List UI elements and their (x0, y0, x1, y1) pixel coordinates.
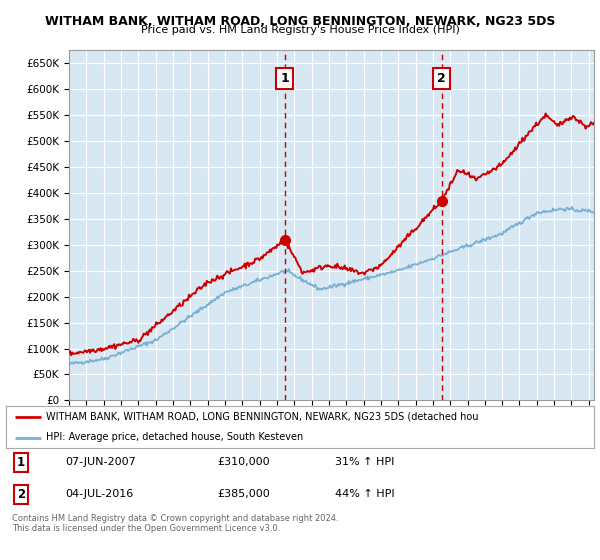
Text: 04-JUL-2016: 04-JUL-2016 (65, 489, 133, 500)
Text: WITHAM BANK, WITHAM ROAD, LONG BENNINGTON, NEWARK, NG23 5DS (detached hou: WITHAM BANK, WITHAM ROAD, LONG BENNINGTO… (46, 412, 478, 422)
Text: £310,000: £310,000 (218, 457, 271, 467)
Text: 2: 2 (437, 72, 446, 85)
Text: 1: 1 (17, 456, 25, 469)
Text: 07-JUN-2007: 07-JUN-2007 (65, 457, 136, 467)
Text: HPI: Average price, detached house, South Kesteven: HPI: Average price, detached house, Sout… (46, 432, 303, 442)
Text: 2: 2 (17, 488, 25, 501)
Text: WITHAM BANK, WITHAM ROAD, LONG BENNINGTON, NEWARK, NG23 5DS: WITHAM BANK, WITHAM ROAD, LONG BENNINGTO… (45, 15, 555, 28)
Text: 44% ↑ HPI: 44% ↑ HPI (335, 489, 395, 500)
Text: £385,000: £385,000 (218, 489, 271, 500)
Text: 1: 1 (280, 72, 289, 85)
Text: Price paid vs. HM Land Registry's House Price Index (HPI): Price paid vs. HM Land Registry's House … (140, 25, 460, 35)
Text: Contains HM Land Registry data © Crown copyright and database right 2024.
This d: Contains HM Land Registry data © Crown c… (12, 514, 338, 533)
Text: 31% ↑ HPI: 31% ↑ HPI (335, 457, 395, 467)
